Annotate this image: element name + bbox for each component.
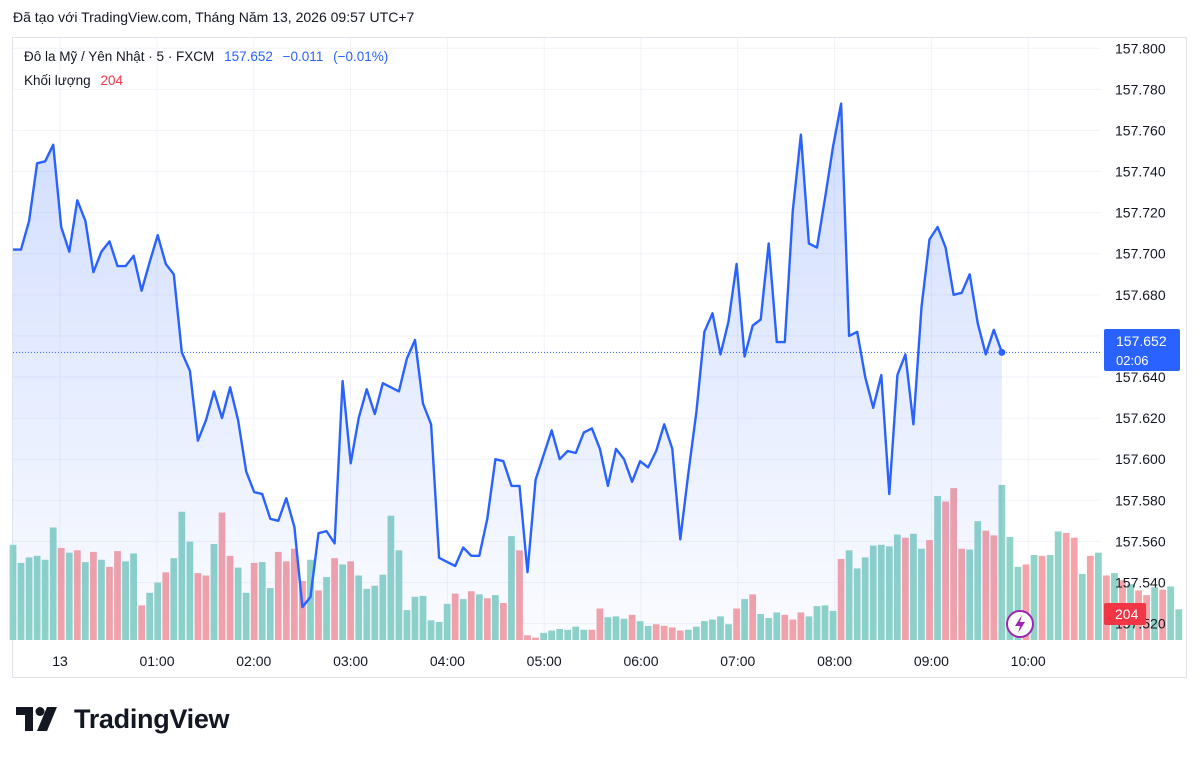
volume-value: 204: [100, 73, 123, 88]
volume-bar: [1014, 566, 1022, 640]
legend-change: −0.011: [282, 49, 324, 64]
y-tick-label: 157.620: [1115, 410, 1166, 426]
price-badges: 157.652 02:06 204: [1104, 329, 1180, 625]
last-price-dot: [998, 348, 1006, 356]
y-tick-label: 157.600: [1115, 451, 1166, 467]
volume-bar: [1175, 609, 1183, 640]
last-price-text: 157.652: [1116, 333, 1167, 349]
volume-bar: [1143, 595, 1150, 640]
tradingview-mark-icon: [16, 707, 57, 731]
volume-bar: [1022, 564, 1030, 640]
x-tick-label: 03:00: [333, 653, 368, 669]
brand-wordmark: TradingView: [74, 703, 230, 734]
x-tick-label: 10:00: [1011, 653, 1046, 669]
y-tick-label: 157.700: [1115, 246, 1166, 262]
volume-bar: [1062, 532, 1070, 640]
price-area: [13, 103, 1002, 640]
countdown-text: 02:06: [1116, 353, 1149, 368]
volume-bar: [1030, 555, 1038, 640]
chart-frame: [12, 37, 1187, 678]
y-tick-label: 157.560: [1115, 533, 1166, 549]
y-tick-label: 157.580: [1115, 492, 1166, 508]
x-tick-label: 02:00: [236, 653, 271, 669]
legend-volume-row: Khối lượng 204: [24, 73, 129, 88]
y-tick-label: 157.760: [1115, 122, 1166, 138]
x-tick-label: 08:00: [817, 653, 852, 669]
volume-badge-text: 204: [1115, 606, 1139, 622]
tradingview-logo[interactable]: TradingView: [16, 703, 230, 735]
y-tick-label: 157.540: [1115, 574, 1166, 590]
legend-change-pct: (−0.01%): [333, 49, 389, 64]
price-area-fill: [13, 103, 1002, 640]
x-tick-label: 13: [52, 653, 68, 669]
y-tick-label: 157.720: [1115, 205, 1166, 221]
x-tick-label: 06:00: [623, 653, 658, 669]
volume-bar: [1078, 573, 1086, 640]
x-tick-label: 07:00: [720, 653, 755, 669]
volume-bar: [1167, 586, 1175, 640]
y-tick-label: 157.640: [1115, 369, 1166, 385]
volume-bar: [1006, 536, 1014, 640]
x-tick-label: 09:00: [914, 653, 949, 669]
volume-bar: [1094, 552, 1102, 640]
x-tick-label: 05:00: [527, 653, 562, 669]
volume-label[interactable]: Khối lượng: [24, 73, 91, 88]
price-line: [13, 102, 1100, 609]
volume-badge: [1104, 603, 1146, 625]
price-chart[interactable]: 157.800 157.780 157.760 157.740 157.720 157.7…: [0, 0, 1200, 690]
y-tick-label: 157.680: [1115, 287, 1166, 303]
y-tick-label: 157.800: [1115, 40, 1166, 56]
y-tick-label: 157.740: [1115, 164, 1166, 180]
volume-bar: [1038, 555, 1046, 640]
volume-bar: [1086, 555, 1094, 640]
created-caption: Đã tạo với TradingView.com, Tháng Năm 13…: [13, 9, 415, 25]
legend-symbol-row: Đô la Mỹ / Yên Nhật · 5 · FXCM 157.652 −…: [24, 49, 394, 64]
lightning-icon: [1015, 615, 1025, 633]
price-line-path: [13, 102, 1004, 609]
volume-bar: [1070, 537, 1078, 640]
last-price-badge: [1104, 329, 1180, 371]
volume-bar: [1151, 587, 1159, 640]
x-tick-label: 04:00: [430, 653, 465, 669]
y-tick-label: 157.780: [1115, 81, 1166, 97]
volume-bar: [1054, 531, 1062, 640]
x-tick-label: 01:00: [139, 653, 174, 669]
volume-bar: [1159, 589, 1167, 640]
symbol-title[interactable]: Đô la Mỹ / Yên Nhật · 5 · FXCM: [24, 49, 215, 64]
legend-last-price: 157.652: [224, 49, 273, 64]
go-to-realtime-button[interactable]: [1006, 610, 1034, 638]
volume-bar: [1046, 555, 1054, 640]
x-axis: 13 01:00 02:00 03:00 04:00 05:00 06:00 07:00 08:…: [52, 653, 1046, 669]
